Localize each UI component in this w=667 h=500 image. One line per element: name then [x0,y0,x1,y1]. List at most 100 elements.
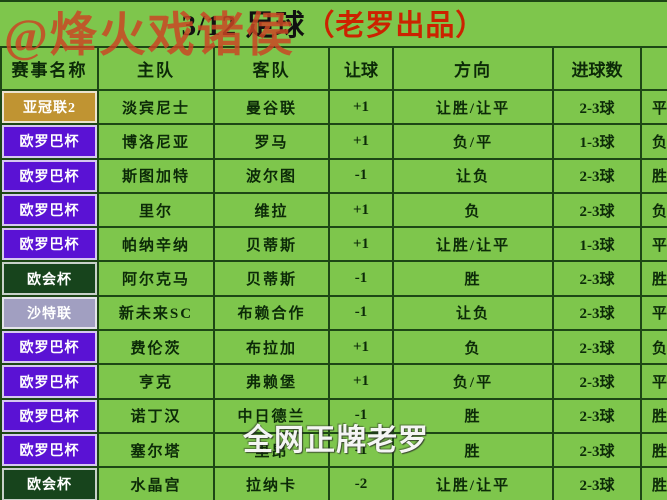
handicap-cell: +1 [330,91,394,126]
direction-cell: 胜 [394,399,554,434]
league-cell: 欧罗巴杯 [2,365,99,400]
handicap-cell: +1 [330,365,394,400]
goals-cell: 2-3球 [554,159,642,194]
title-date-part: 3/12 足球 [181,10,306,42]
away-team-cell: 布拉加 [215,331,330,366]
away-team-cell: 贝蒂斯 [215,262,330,297]
away-team-cell: 波尔图 [215,159,330,194]
home-team-cell: 亨克 [99,365,215,400]
table-header-row: 赛事名称 主队 客队 让球 方向 进球数 [2,48,667,91]
goals-cell: 2-3球 [554,262,642,297]
away-team-cell: 拉纳卡 [215,468,330,500]
goals-cell: 2-3球 [554,468,642,500]
goals-cell: 2-3球 [554,91,642,126]
direction-cell: 让负 [394,296,554,332]
home-team-cell: 博洛尼亚 [99,125,215,160]
direction-cell: 让负 [394,159,554,194]
away-team-cell: 里昂 [215,433,330,469]
league-cell: 欧罗巴杯 [2,433,99,469]
header-goals-cell: 进球数 [554,48,642,91]
page-title: 3/12 足球（老罗出品） [0,10,667,42]
result-cell: 平 [642,91,667,126]
home-team-cell: 斯图加特 [99,159,215,194]
direction-cell: 负/平 [394,125,554,160]
home-team-cell: 塞尔塔 [99,433,215,469]
league-cell: 沙特联 [2,296,99,332]
header-away-team-cell: 客队 [215,48,330,91]
goals-cell: 2-3球 [554,365,642,400]
handicap-cell: +1 [330,228,394,263]
home-team-cell: 帕纳辛纳 [99,228,215,263]
result-cell: 胜 [642,399,667,434]
goals-cell: 2-3球 [554,433,642,469]
direction-cell: 让胜/让平 [394,91,554,126]
home-team-cell: 新未来SC [99,296,215,332]
direction-cell: 负 [394,331,554,366]
handicap-cell: +1 [330,193,394,229]
league-cell: 亚冠联2 [2,91,99,126]
direction-cell: 胜 [394,433,554,469]
header-home-team-cell: 主队 [99,48,215,91]
goals-cell: 2-3球 [554,331,642,366]
header-league-cell: 赛事名称 [2,48,99,91]
home-team-cell: 费伦茨 [99,331,215,366]
title-brand-part: （老罗出品） [305,10,486,42]
header-result-cell [642,48,667,91]
result-cell: 负 [642,125,667,160]
result-cell: 胜 [642,159,667,194]
direction-cell: 让胜/让平 [394,468,554,500]
handicap-cell: -1 [330,159,394,194]
result-cell: 胜 [642,433,667,469]
league-cell: 欧罗巴杯 [2,228,99,263]
direction-cell: 胜 [394,262,554,297]
home-team-cell: 淡宾尼士 [99,91,215,126]
league-cell: 欧会杯 [2,468,99,500]
handicap-cell: -1 [330,262,394,297]
league-cell: 欧罗巴杯 [2,193,99,229]
handicap-cell: +1 [330,125,394,160]
result-cell: 负 [642,331,667,366]
table-body: 亚冠联2淡宾尼士曼谷联+1让胜/让平2-3球平欧罗巴杯博洛尼亚罗马+1负/平1-… [2,91,667,500]
away-team-cell: 贝蒂斯 [215,228,330,263]
away-team-cell: 维拉 [215,193,330,229]
result-cell: 负 [642,193,667,229]
result-cell: 平 [642,228,667,263]
home-team-cell: 诺丁汉 [99,399,215,434]
header-direction-cell: 方向 [394,48,554,91]
league-cell: 欧罗巴杯 [2,399,99,434]
direction-cell: 负/平 [394,365,554,400]
result-cell: 胜 [642,468,667,500]
result-cell: 平 [642,365,667,400]
goals-cell: 2-3球 [554,399,642,434]
goals-cell: 1-3球 [554,125,642,160]
result-cell: 平 [642,296,667,332]
handicap-cell: -1 [330,433,394,469]
away-team-cell: 布赖合作 [215,296,330,332]
league-cell: 欧罗巴杯 [2,159,99,194]
league-cell: 欧罗巴杯 [2,125,99,160]
away-team-cell: 曼谷联 [215,91,330,126]
away-team-cell: 中日德兰 [215,399,330,434]
handicap-cell: -1 [330,399,394,434]
goals-cell: 2-3球 [554,296,642,332]
home-team-cell: 阿尔克马 [99,262,215,297]
away-team-cell: 罗马 [215,125,330,160]
direction-cell: 让胜/让平 [394,228,554,263]
home-team-cell: 里尔 [99,193,215,229]
direction-cell: 负 [394,193,554,229]
result-cell: 胜 [642,262,667,297]
